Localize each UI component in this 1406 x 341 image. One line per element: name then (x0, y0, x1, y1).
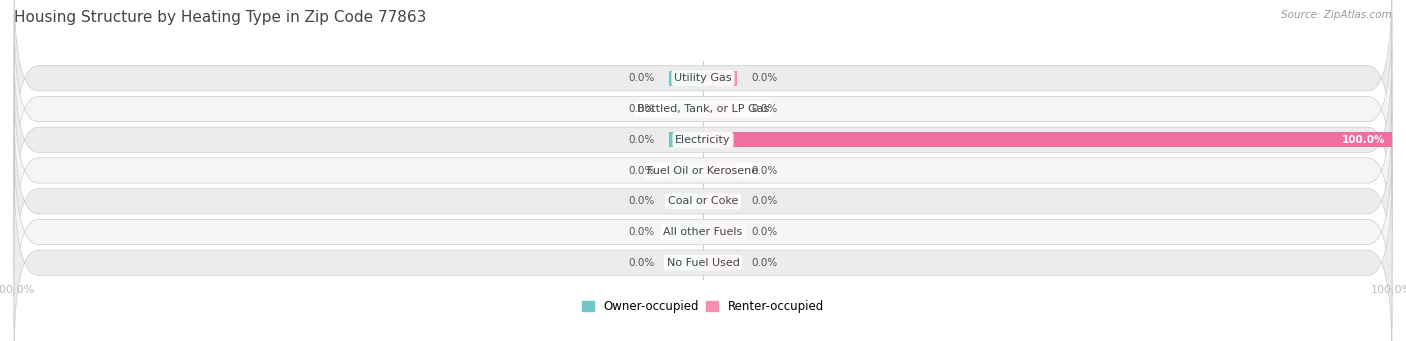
Text: Coal or Coke: Coal or Coke (668, 196, 738, 206)
FancyBboxPatch shape (14, 45, 1392, 235)
FancyBboxPatch shape (14, 137, 1392, 327)
Bar (669, 255, 703, 270)
Bar (669, 163, 703, 178)
Text: 100.0%: 100.0% (1341, 135, 1385, 145)
Text: 0.0%: 0.0% (628, 227, 655, 237)
Bar (669, 132, 703, 147)
Text: All other Fuels: All other Fuels (664, 227, 742, 237)
FancyBboxPatch shape (14, 0, 1392, 173)
Text: 0.0%: 0.0% (751, 73, 778, 83)
Text: 0.0%: 0.0% (751, 104, 778, 114)
Bar (703, 102, 738, 116)
Text: 0.0%: 0.0% (751, 227, 778, 237)
Legend: Owner-occupied, Renter-occupied: Owner-occupied, Renter-occupied (582, 300, 824, 313)
Text: 0.0%: 0.0% (628, 73, 655, 83)
Bar (703, 132, 1392, 147)
Bar (703, 225, 738, 239)
Bar (669, 194, 703, 209)
Bar (703, 255, 738, 270)
Text: 0.0%: 0.0% (628, 165, 655, 176)
Text: Housing Structure by Heating Type in Zip Code 77863: Housing Structure by Heating Type in Zip… (14, 10, 426, 25)
FancyBboxPatch shape (14, 106, 1392, 296)
Text: Source: ZipAtlas.com: Source: ZipAtlas.com (1281, 10, 1392, 20)
Bar (669, 71, 703, 86)
Text: Electricity: Electricity (675, 135, 731, 145)
Text: 0.0%: 0.0% (628, 196, 655, 206)
Bar (669, 225, 703, 239)
Text: 0.0%: 0.0% (751, 258, 778, 268)
Text: Bottled, Tank, or LP Gas: Bottled, Tank, or LP Gas (637, 104, 769, 114)
Text: 0.0%: 0.0% (628, 135, 655, 145)
FancyBboxPatch shape (14, 75, 1392, 266)
Text: Utility Gas: Utility Gas (675, 73, 731, 83)
FancyBboxPatch shape (14, 168, 1392, 341)
Text: 0.0%: 0.0% (751, 196, 778, 206)
Text: Fuel Oil or Kerosene: Fuel Oil or Kerosene (647, 165, 759, 176)
Text: 0.0%: 0.0% (751, 165, 778, 176)
Bar (703, 71, 738, 86)
Bar (669, 102, 703, 116)
Text: No Fuel Used: No Fuel Used (666, 258, 740, 268)
Bar (703, 194, 738, 209)
Text: 0.0%: 0.0% (628, 258, 655, 268)
Text: 0.0%: 0.0% (628, 104, 655, 114)
FancyBboxPatch shape (14, 14, 1392, 204)
Bar (703, 163, 738, 178)
